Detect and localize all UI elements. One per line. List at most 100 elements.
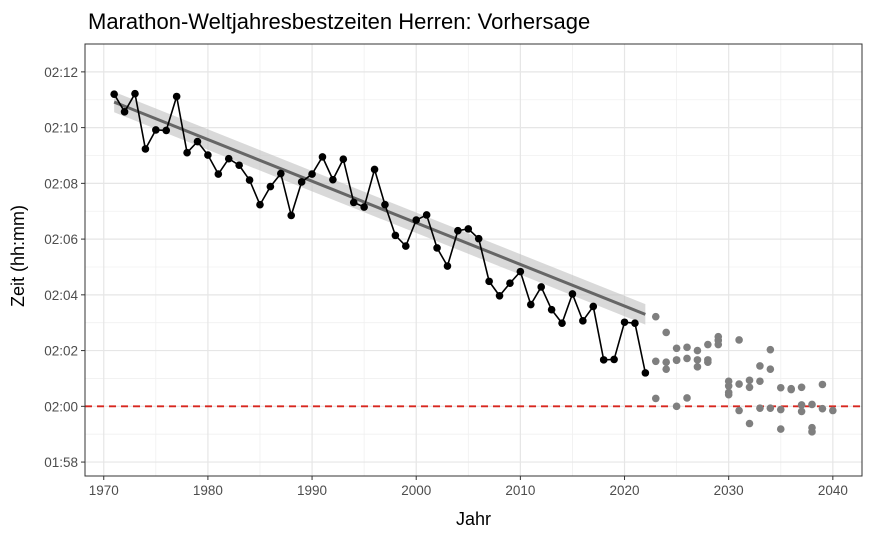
observed-point: [641, 369, 650, 377]
observed-point: [443, 262, 452, 270]
observed-series-line: [113, 91, 647, 374]
forecast-point: [693, 356, 702, 364]
forecast-point: [797, 401, 806, 409]
observed-point: [349, 198, 358, 207]
observed-point: [329, 175, 337, 184]
observed-point: [193, 137, 202, 146]
observed-point: [162, 126, 171, 135]
observed-point: [495, 291, 504, 300]
forecast-point: [808, 428, 816, 436]
observed-point: [412, 216, 421, 224]
y-axis-title: Zeit (hh:mm): [8, 205, 28, 307]
observed-point: [401, 242, 410, 250]
forecast-point: [735, 380, 743, 388]
forecast-point: [693, 346, 702, 355]
observed-point: [599, 356, 608, 364]
observed-point: [110, 90, 118, 98]
forecast-point: [776, 405, 785, 414]
observed-point: [141, 145, 150, 153]
x-tick-label: 2040: [818, 483, 848, 498]
forecast-point: [756, 404, 764, 412]
forecast-point: [808, 400, 816, 409]
observed-point: [537, 283, 546, 291]
x-tick-label: 1990: [297, 483, 327, 498]
observed-point: [183, 148, 191, 157]
forecast-point: [672, 344, 681, 353]
observed-point: [422, 211, 431, 219]
observed-point: [474, 234, 483, 243]
forecast-point: [651, 312, 660, 321]
forecast-point: [704, 340, 712, 349]
y-axis: 01:58 02:00 02:02 02:04 02:06 02:08 02:10 02:12: [44, 65, 85, 470]
x-tick-label: 1970: [89, 483, 119, 498]
trend-line: [113, 100, 646, 316]
observed-point: [131, 89, 139, 98]
x-tick-label: 2010: [505, 483, 535, 498]
observed-point: [120, 108, 129, 116]
forecast-point: [818, 404, 827, 413]
observed-point: [224, 154, 233, 163]
forecast-point: [704, 358, 712, 366]
forecast-point: [756, 362, 764, 370]
forecast-point: [662, 358, 670, 366]
panel-border: [84, 43, 863, 477]
observed-point: [558, 319, 566, 327]
forecast-point: [745, 376, 754, 385]
forecast-point: [714, 340, 723, 349]
observed-point: [235, 161, 243, 170]
y-tick-label: 02:10: [44, 121, 78, 136]
forecast-point: [651, 357, 660, 366]
observed-point: [631, 319, 639, 327]
forecast-point: [662, 328, 670, 337]
observed-point: [526, 300, 535, 309]
y-tick-label: 02:06: [44, 232, 78, 247]
y-tick-label: 01:58: [44, 455, 78, 470]
observed-point: [433, 244, 441, 252]
observed-point: [381, 200, 389, 209]
plot-area: [84, 43, 863, 477]
observed-point: [547, 305, 556, 314]
y-tick-label: 02:12: [44, 65, 78, 80]
x-axis: 1970 1980 1990 2000 2010 2020 2030 2040: [89, 476, 848, 498]
y-tick-label: 02:00: [44, 399, 78, 414]
forecast-point: [756, 377, 764, 386]
observed-point: [318, 153, 327, 161]
observed-point: [568, 290, 577, 298]
observed-point: [245, 176, 254, 184]
x-axis-title: Jahr: [456, 509, 491, 529]
observed-point: [339, 155, 348, 163]
observed-point: [391, 231, 400, 240]
observed-point: [277, 169, 285, 178]
forecast-point: [683, 343, 691, 352]
observed-point: [589, 302, 598, 311]
observed-point: [360, 203, 368, 211]
forecast-point: [724, 382, 733, 390]
y-tick-label: 02:02: [44, 344, 78, 359]
y-tick-label: 02:08: [44, 176, 78, 191]
forecast-point: [766, 345, 775, 354]
forecast-point: [766, 404, 775, 412]
observed-point: [516, 267, 525, 276]
observed-point: [620, 318, 629, 327]
x-tick-label: 1980: [193, 483, 223, 498]
x-tick-label: 2020: [610, 483, 640, 498]
forecast-point: [724, 390, 733, 399]
forecast-point: [651, 394, 660, 403]
observed-point: [297, 178, 306, 186]
observed-point: [610, 355, 618, 364]
observed-point: [287, 211, 296, 220]
observed-point: [464, 225, 473, 233]
forecast-point: [745, 419, 754, 428]
forecast-point: [829, 406, 837, 415]
forecast-point: [662, 365, 670, 373]
forecast-point: [735, 336, 743, 344]
observed-point: [152, 126, 160, 134]
forecast-point: [776, 425, 785, 433]
y-tick-label: 02:04: [44, 288, 78, 303]
forecast-point: [672, 402, 681, 411]
forecast-point: [766, 365, 775, 373]
forecast-point: [776, 383, 785, 392]
observed-point: [579, 317, 587, 325]
chart-title: Marathon-Weltjahresbestzeiten Herren: Vo…: [88, 9, 590, 34]
